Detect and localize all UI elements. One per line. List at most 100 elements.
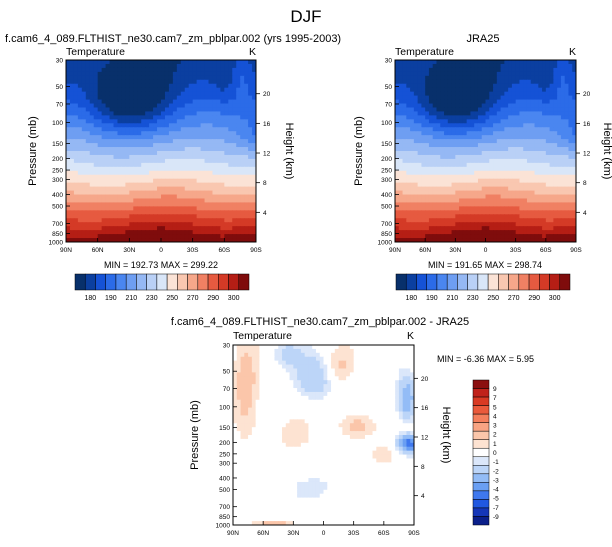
contour-cell (232, 178, 237, 184)
contour-cell (149, 186, 154, 192)
contour-cell (196, 71, 202, 77)
colorbar-label: 180 (406, 295, 418, 302)
contour-cell (462, 83, 468, 89)
contour-cell (504, 99, 509, 105)
contour-cell (402, 364, 408, 370)
contour-cell (285, 345, 291, 350)
contour-cell (489, 95, 494, 101)
contour-cell (172, 170, 178, 176)
contour-cell (89, 60, 95, 65)
contour-cell (474, 135, 479, 140)
contour-cell (184, 234, 190, 239)
contour-cell (208, 111, 214, 116)
contour-cell (66, 230, 71, 235)
contour-cell (572, 214, 576, 219)
contour-cell (319, 356, 325, 362)
contour-cell (481, 151, 487, 156)
contour-cell (376, 364, 381, 370)
contour-cell (542, 139, 547, 144)
contour-cell (109, 238, 115, 242)
colorbar-label: 190 (105, 295, 117, 302)
contour-cell (523, 151, 528, 156)
contour-cell (240, 63, 245, 69)
contour-cell (504, 214, 509, 219)
contour-cell (572, 131, 576, 136)
contour-cell (500, 67, 505, 73)
contour-cell (188, 143, 194, 148)
contour-cell (421, 170, 426, 176)
contour-cell (297, 360, 302, 366)
contour-cell (489, 103, 494, 109)
contour-cell (184, 182, 190, 188)
contour-cell (504, 151, 509, 156)
contour-cell (549, 91, 554, 97)
contour-cell (470, 198, 475, 204)
contour-cell (236, 83, 241, 89)
contour-cell (129, 166, 134, 172)
contour-cell (117, 143, 123, 148)
contour-cell (538, 230, 543, 235)
contour-cell (117, 162, 123, 168)
contour-cell (410, 190, 415, 196)
contour-cell (500, 151, 505, 156)
contour-cell (545, 143, 551, 148)
contour-cell (523, 182, 528, 188)
contour-cell (327, 345, 332, 350)
contour-cell (315, 352, 321, 358)
contour-cell (164, 83, 170, 89)
contour-cell (474, 198, 479, 204)
contour-cell (560, 95, 566, 101)
contour-cell (410, 87, 415, 93)
y-tick-label: 400 (52, 192, 63, 199)
contour-cell (293, 376, 298, 381)
contour-cell (413, 214, 419, 219)
contour-cell (470, 214, 475, 219)
contour-cell (125, 107, 130, 113)
contour-cell (493, 182, 498, 188)
contour-cell (220, 198, 225, 204)
contour-cell (391, 364, 396, 370)
contour-cell (553, 186, 558, 192)
contour-cell (233, 360, 238, 366)
contour-cell (216, 71, 221, 77)
contour-cell (192, 166, 198, 172)
contour-cell (557, 107, 562, 113)
contour-cell (93, 214, 99, 219)
contour-cell (212, 198, 218, 204)
contour-cell (149, 194, 154, 200)
contour-cell (447, 222, 453, 227)
contour-cell (270, 352, 276, 358)
contour-cell (534, 131, 539, 136)
contour-cell (459, 75, 464, 81)
contour-cell (534, 71, 539, 77)
contour-cell (224, 226, 229, 231)
contour-cell (164, 115, 170, 120)
contour-cell (451, 194, 456, 200)
contour-cell (117, 214, 123, 219)
contour-cell (455, 238, 460, 242)
contour-cell (557, 166, 562, 172)
contour-cell (542, 119, 547, 124)
contour-cell (485, 91, 490, 97)
contour-cell (224, 87, 229, 93)
contour-cell (304, 364, 310, 370)
contour-cell (97, 115, 103, 120)
contour-cell (485, 230, 490, 235)
contour-cell (444, 218, 449, 223)
contour-cell (161, 182, 166, 188)
contour-cell (331, 348, 336, 354)
contour-cell (383, 352, 389, 358)
contour-cell (252, 60, 256, 65)
contour-cell (572, 162, 576, 168)
contour-cell (511, 174, 517, 180)
contour-cell (192, 186, 198, 192)
contour-cell (459, 87, 464, 93)
contour-cell (447, 162, 453, 168)
contour-cell (236, 131, 241, 136)
contour-cell (232, 218, 237, 223)
x-tick-label: 60S (540, 247, 552, 254)
contour-cell (560, 63, 566, 69)
contour-cell (515, 202, 521, 207)
contour-cell (477, 95, 483, 101)
contour-cell (545, 103, 551, 109)
